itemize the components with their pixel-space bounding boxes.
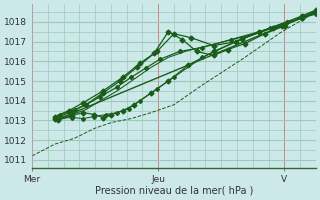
X-axis label: Pression niveau de la mer( hPa ): Pression niveau de la mer( hPa ) <box>95 186 253 196</box>
